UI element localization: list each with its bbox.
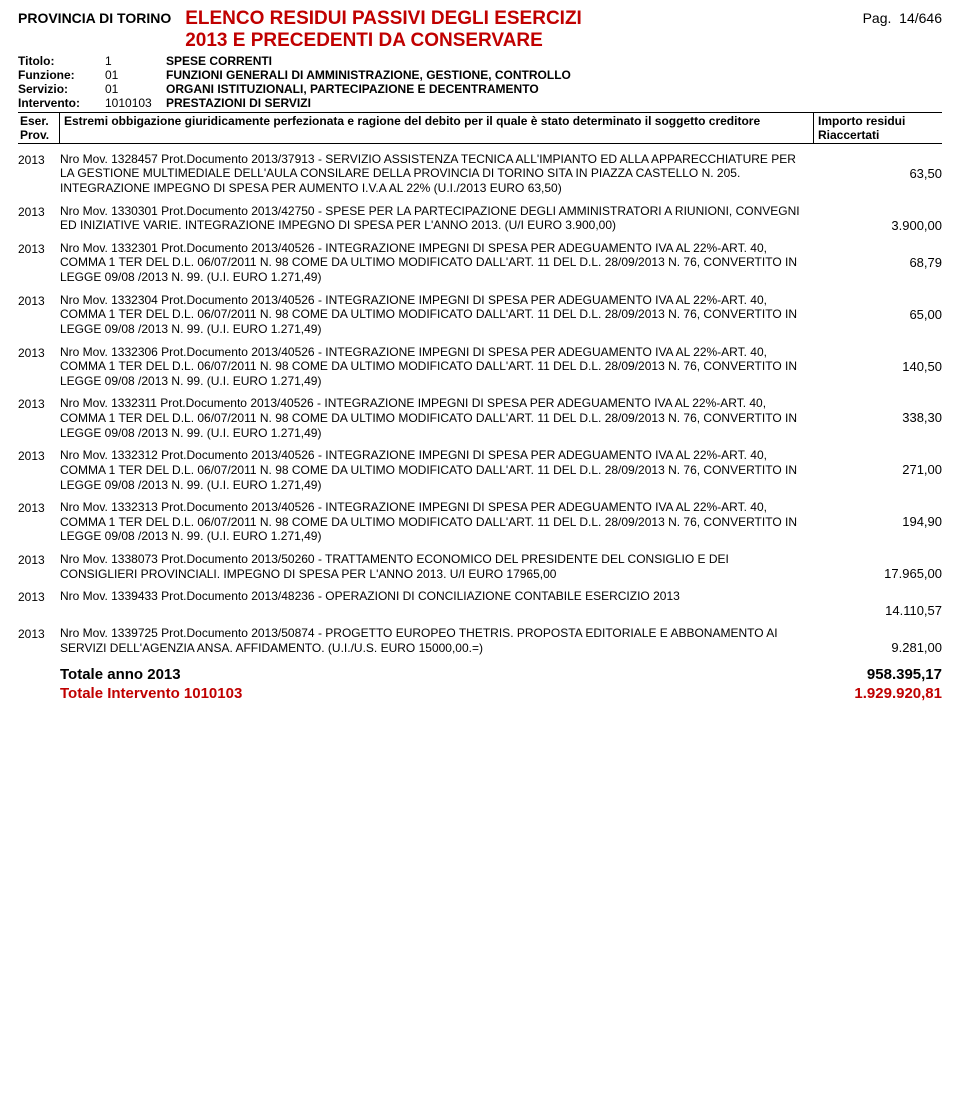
entry-year: 2013 <box>18 293 60 337</box>
titolo-desc: SPESE CORRENTI <box>166 54 272 68</box>
entry-row: 2013Nro Mov. 1332304 Prot.Documento 2013… <box>18 293 942 337</box>
entry-text: Nro Mov. 1332311 Prot.Documento 2013/405… <box>60 396 814 440</box>
document-title: ELENCO RESIDUI PASSIVI DEGLI ESERCIZI 20… <box>185 8 862 52</box>
entry-text: Nro Mov. 1332306 Prot.Documento 2013/405… <box>60 345 814 389</box>
meta-intervento: Intervento: 1010103 PRESTAZIONI DI SERVI… <box>18 96 942 110</box>
total-intervento-row: Totale Intervento 1010103 1.929.920,81 <box>18 685 942 702</box>
entry-year: 2013 <box>18 448 60 492</box>
entry-amount: 194,90 <box>814 500 942 544</box>
entry-amount: 271,00 <box>814 448 942 492</box>
entry-year: 2013 <box>18 345 60 389</box>
entry-row: 2013Nro Mov. 1339725 Prot.Documento 2013… <box>18 626 942 655</box>
entry-row: 2013Nro Mov. 1339433 Prot.Documento 2013… <box>18 589 942 618</box>
entry-text: Nro Mov. 1332304 Prot.Documento 2013/405… <box>60 293 814 337</box>
entry-row: 2013Nro Mov. 1332306 Prot.Documento 2013… <box>18 345 942 389</box>
entry-text: Nro Mov. 1339725 Prot.Documento 2013/508… <box>60 626 814 655</box>
entry-text: Nro Mov. 1338073 Prot.Documento 2013/502… <box>60 552 814 581</box>
entry-amount: 140,50 <box>814 345 942 389</box>
title-line2: 2013 E PRECEDENTI DA CONSERVARE <box>185 30 543 51</box>
entry-row: 2013Nro Mov. 1332312 Prot.Documento 2013… <box>18 448 942 492</box>
entry-year: 2013 <box>18 626 60 655</box>
entry-row: 2013Nro Mov. 1330301 Prot.Documento 2013… <box>18 204 942 233</box>
pag-label: Pag. <box>863 10 892 26</box>
entry-row: 2013Nro Mov. 1332301 Prot.Documento 2013… <box>18 241 942 285</box>
th-desc: Estremi obbigazione giuridicamente perfe… <box>60 113 814 143</box>
totals: Totale anno 2013 958.395,17 Totale Inter… <box>18 666 942 702</box>
entry-year: 2013 <box>18 241 60 285</box>
total-intervento-value: 1.929.920,81 <box>782 685 942 702</box>
servizio-desc: ORGANI ISTITUZIONALI, PARTECIPAZIONE E D… <box>166 82 539 96</box>
funzione-desc: FUNZIONI GENERALI DI AMMINISTRAZIONE, GE… <box>166 68 571 82</box>
title-line1: ELENCO RESIDUI PASSIVI DEGLI ESERCIZI <box>185 8 582 29</box>
entry-amount: 338,30 <box>814 396 942 440</box>
entry-amount: 14.110,57 <box>814 589 942 618</box>
entry-text: Nro Mov. 1332312 Prot.Documento 2013/405… <box>60 448 814 492</box>
page-indicator: Pag. 14/646 <box>863 8 942 26</box>
titolo-code: 1 <box>101 54 166 68</box>
entry-text: Nro Mov. 1332313 Prot.Documento 2013/405… <box>60 500 814 544</box>
titolo-label: Titolo: <box>18 54 101 68</box>
entry-amount: 63,50 <box>814 152 942 196</box>
entry-row: 2013Nro Mov. 1338073 Prot.Documento 2013… <box>18 552 942 581</box>
entry-text: Nro Mov. 1328457 Prot.Documento 2013/379… <box>60 152 814 196</box>
entry-amount: 68,79 <box>814 241 942 285</box>
entry-row: 2013Nro Mov. 1332311 Prot.Documento 2013… <box>18 396 942 440</box>
th-importo: Importo residui Riaccertati <box>814 113 942 143</box>
entry-row: 2013Nro Mov. 1332313 Prot.Documento 2013… <box>18 500 942 544</box>
entry-year: 2013 <box>18 152 60 196</box>
meta-titolo: Titolo: 1 SPESE CORRENTI <box>18 54 942 68</box>
meta-servizio: Servizio: 01 ORGANI ISTITUZIONALI, PARTE… <box>18 82 942 96</box>
entry-text: Nro Mov. 1339433 Prot.Documento 2013/482… <box>60 589 814 618</box>
total-anno-value: 958.395,17 <box>782 666 942 683</box>
entry-amount: 3.900,00 <box>814 204 942 233</box>
entry-year: 2013 <box>18 500 60 544</box>
entry-year: 2013 <box>18 396 60 440</box>
meta-funzione: Funzione: 01 FUNZIONI GENERALI DI AMMINI… <box>18 68 942 82</box>
entry-year: 2013 <box>18 552 60 581</box>
table-header: Eser. Prov. Estremi obbigazione giuridic… <box>18 112 942 144</box>
entry-year: 2013 <box>18 204 60 233</box>
entries-list: 2013Nro Mov. 1328457 Prot.Documento 2013… <box>18 152 942 656</box>
entry-amount: 65,00 <box>814 293 942 337</box>
meta-block: Titolo: 1 SPESE CORRENTI Funzione: 01 FU… <box>18 54 942 110</box>
entry-amount: 17.965,00 <box>814 552 942 581</box>
intervento-desc: PRESTAZIONI DI SERVIZI <box>166 96 311 110</box>
intervento-code: 1010103 <box>101 96 166 110</box>
servizio-label: Servizio: <box>18 82 101 96</box>
entry-row: 2013Nro Mov. 1328457 Prot.Documento 2013… <box>18 152 942 196</box>
header: PROVINCIA DI TORINO ELENCO RESIDUI PASSI… <box>18 8 942 52</box>
total-intervento-label: Totale Intervento 1010103 <box>60 685 782 702</box>
entry-year: 2013 <box>18 589 60 618</box>
servizio-code: 01 <box>101 82 166 96</box>
intervento-label: Intervento: <box>18 96 101 110</box>
funzione-code: 01 <box>101 68 166 82</box>
total-anno-row: Totale anno 2013 958.395,17 <box>18 666 942 683</box>
funzione-label: Funzione: <box>18 68 101 82</box>
entry-amount: 9.281,00 <box>814 626 942 655</box>
entry-text: Nro Mov. 1332301 Prot.Documento 2013/405… <box>60 241 814 285</box>
pag-value: 14/646 <box>899 10 942 26</box>
provincia-label: PROVINCIA DI TORINO <box>18 8 171 26</box>
entry-text: Nro Mov. 1330301 Prot.Documento 2013/427… <box>60 204 814 233</box>
th-eser: Eser. Prov. <box>18 113 60 143</box>
total-anno-label: Totale anno 2013 <box>60 666 782 683</box>
